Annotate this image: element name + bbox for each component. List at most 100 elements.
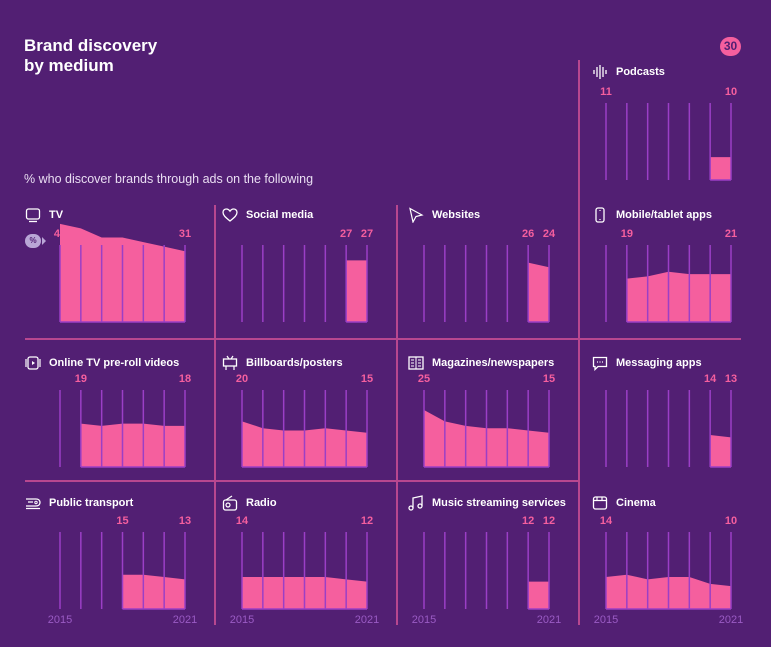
heart-icon bbox=[222, 207, 238, 223]
x-tick-label: 2021 bbox=[718, 614, 744, 626]
panel-header: TV bbox=[25, 207, 63, 223]
panel-header: Websites bbox=[408, 207, 481, 224]
area-fill-messaging bbox=[710, 435, 731, 467]
area-chart bbox=[605, 103, 732, 181]
value-label: 12 bbox=[542, 515, 556, 527]
panel-header: Mobile/tablet apps bbox=[592, 207, 712, 223]
panel-header: Billboards/posters bbox=[222, 355, 343, 371]
x-tick-label: 2015 bbox=[411, 614, 437, 626]
panel-title: Social media bbox=[246, 209, 314, 221]
area-chart bbox=[59, 532, 186, 610]
panel-title: Cinema bbox=[616, 497, 656, 509]
cursor-icon bbox=[408, 207, 424, 224]
panel-title: Podcasts bbox=[616, 66, 665, 78]
value-label: 19 bbox=[74, 373, 87, 385]
page-number-badge: 30 bbox=[720, 37, 741, 56]
panel-header: Magazines/newspapers bbox=[408, 355, 554, 371]
area-fill-podcasts bbox=[710, 157, 731, 180]
area-chart bbox=[241, 390, 368, 468]
percent-badge: % bbox=[25, 234, 41, 248]
panel-header: Radio bbox=[222, 495, 277, 511]
page-title: Brand discovery by medium bbox=[24, 36, 158, 75]
area-fill-music bbox=[528, 581, 549, 609]
panel-title: Radio bbox=[246, 497, 277, 509]
value-label: 24 bbox=[542, 228, 556, 240]
area-chart bbox=[423, 532, 550, 610]
panel-title: Public transport bbox=[49, 497, 134, 509]
chart-subtitle: % who discover brands through ads on the… bbox=[24, 172, 314, 186]
x-tick-label: 2021 bbox=[354, 614, 380, 626]
area-chart bbox=[241, 245, 368, 323]
x-tick-label: 2015 bbox=[229, 614, 255, 626]
area-fill-onlinetv bbox=[80, 423, 185, 467]
area-chart bbox=[605, 245, 732, 323]
value-label: 25 bbox=[417, 373, 431, 385]
value-label: 31 bbox=[178, 228, 192, 240]
train-icon bbox=[25, 495, 41, 511]
panel-title: Websites bbox=[432, 209, 481, 221]
panel-title: Billboards/posters bbox=[246, 357, 343, 369]
panel-header: Music streaming services bbox=[408, 495, 566, 511]
x-tick-label: 2021 bbox=[536, 614, 562, 626]
value-label: 10 bbox=[724, 86, 738, 98]
video-play-icon bbox=[25, 355, 41, 371]
panel-title: Magazines/newspapers bbox=[432, 357, 555, 369]
mobile-icon bbox=[592, 207, 608, 223]
area-fill-social bbox=[346, 260, 367, 322]
value-label: 11 bbox=[600, 86, 612, 98]
billboard-icon bbox=[222, 355, 238, 371]
radio-icon bbox=[222, 495, 238, 511]
value-label: 12 bbox=[360, 515, 374, 527]
value-label: 10 bbox=[724, 515, 738, 527]
area-fill-mobile bbox=[626, 271, 731, 322]
divider-row-2 bbox=[25, 480, 578, 482]
panel-title: Messaging apps bbox=[616, 357, 702, 369]
panel-title: TV bbox=[49, 209, 64, 221]
x-tick-label: 2015 bbox=[47, 614, 73, 626]
cinema-icon bbox=[592, 495, 608, 511]
panel-header: Cinema bbox=[592, 495, 656, 511]
area-chart bbox=[605, 390, 732, 468]
soundwave-icon bbox=[592, 64, 608, 80]
value-label: 15 bbox=[360, 373, 374, 385]
chat-bubble-icon bbox=[592, 355, 608, 372]
x-tick-label: 2021 bbox=[172, 614, 198, 626]
area-chart bbox=[59, 223, 186, 323]
panel-header: Public transport bbox=[25, 495, 133, 511]
panel-title: Online TV pre-roll videos bbox=[49, 357, 180, 369]
value-label: 15 bbox=[542, 373, 556, 385]
book-icon bbox=[408, 355, 424, 371]
value-label: 27 bbox=[360, 228, 374, 240]
area-fill-transport bbox=[122, 574, 185, 609]
value-label: 12 bbox=[522, 515, 535, 527]
value-label: 13 bbox=[724, 373, 738, 385]
value-label: 19 bbox=[620, 228, 633, 240]
area-fill-websites bbox=[528, 262, 549, 322]
value-label: 26 bbox=[522, 228, 535, 240]
panel-title: Music streaming services bbox=[432, 497, 566, 509]
divider-col-2 bbox=[396, 205, 398, 625]
area-chart bbox=[241, 532, 368, 610]
value-label: 20 bbox=[235, 373, 249, 385]
panel-header: Podcasts bbox=[592, 64, 665, 80]
value-label: 14 bbox=[235, 515, 249, 527]
x-tick-label: 2015 bbox=[593, 614, 619, 626]
area-chart bbox=[59, 390, 186, 468]
panel-header: Social media bbox=[222, 207, 313, 223]
value-label: 15 bbox=[116, 515, 129, 527]
area-chart bbox=[605, 532, 732, 610]
panel-title: Mobile/tablet apps bbox=[616, 209, 712, 221]
panel-header: Online TV pre-roll videos bbox=[25, 355, 179, 371]
divider-col-1 bbox=[214, 205, 216, 625]
value-label: 14 bbox=[704, 373, 717, 385]
tv-icon bbox=[25, 207, 41, 223]
value-label: 18 bbox=[178, 373, 192, 385]
area-chart bbox=[423, 245, 550, 323]
value-label: 27 bbox=[340, 228, 353, 240]
divider-podcasts-left bbox=[578, 60, 580, 625]
percent-badge-arrow-icon bbox=[42, 237, 46, 245]
panel-header: Messaging apps bbox=[592, 355, 702, 372]
value-label: 13 bbox=[178, 515, 192, 527]
divider-row-1 bbox=[25, 338, 741, 340]
value-label: 14 bbox=[599, 515, 613, 527]
